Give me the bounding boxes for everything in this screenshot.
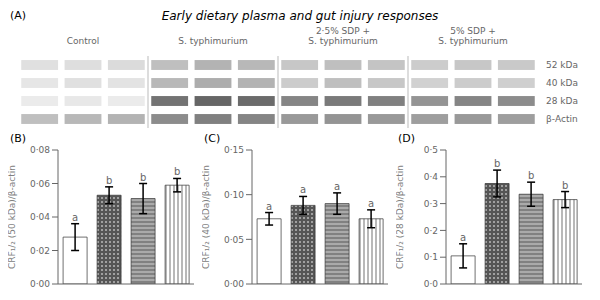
svg-text:b: b (140, 172, 146, 183)
svg-text:0·00: 0·00 (224, 279, 244, 289)
svg-text:0·5: 0·5 (424, 145, 438, 155)
svg-text:0·05: 0·05 (224, 235, 244, 245)
svg-text:Control: Control (67, 36, 100, 46)
svg-text:β-Actin: β-Actin (546, 114, 578, 124)
svg-text:28 kDa: 28 kDa (546, 96, 578, 106)
svg-text:40 kDa: 40 kDa (546, 78, 578, 88)
svg-text:5% SDP +S. typhimurium: 5% SDP +S. typhimurium (438, 26, 507, 46)
svg-text:0·0: 0·0 (424, 279, 439, 289)
svg-text:0·4: 0·4 (424, 172, 439, 182)
svg-text:0·02: 0·02 (30, 246, 50, 256)
html-text:Early dietary plasma and gut i: Early dietary plasma and gut injury resp… (161, 9, 439, 23)
html-text:(C): (C) (204, 132, 221, 145)
svg-text:CRF₁/₂ (50 kDa)/β-actin: CRF₁/₂ (50 kDa)/β-actin (8, 165, 17, 269)
svg-text:0·10: 0·10 (224, 190, 244, 200)
svg-text:52 kDa: 52 kDa (546, 60, 578, 70)
svg-text:a: a (72, 212, 78, 223)
svg-text:a: a (266, 201, 272, 212)
svg-text:0·04: 0·04 (30, 212, 50, 222)
svg-text:0·2: 0·2 (424, 226, 438, 236)
svg-text:a: a (460, 232, 466, 243)
svg-text:0·3: 0·3 (424, 199, 438, 209)
svg-text:0·1: 0·1 (424, 252, 438, 262)
html-text:(D): (D) (398, 132, 416, 145)
svg-text:CRF₁/₂ (40 kDa)/β-actin: CRF₁/₂ (40 kDa)/β-actin (202, 165, 211, 269)
svg-text:b: b (106, 175, 112, 186)
svg-text:b: b (494, 158, 500, 169)
svg-text:2·5% SDP +S. typhimurium: 2·5% SDP +S. typhimurium (308, 26, 377, 46)
svg-text:a: a (334, 181, 340, 192)
svg-text:CRF₁/₂ (28 kDa)/β-actin: CRF₁/₂ (28 kDa)/β-actin (396, 165, 405, 269)
svg-text:0·15: 0·15 (224, 145, 244, 155)
svg-text:b: b (528, 170, 534, 181)
html-text:(B): (B) (10, 132, 27, 145)
svg-text:a: a (300, 184, 306, 195)
svg-text:0·06: 0·06 (30, 179, 50, 189)
svg-text:b: b (174, 166, 180, 177)
svg-text:0·08: 0·08 (30, 145, 50, 155)
svg-text:a: a (368, 198, 374, 209)
html-text:(A): (A) (10, 9, 27, 22)
svg-text:0·00: 0·00 (30, 279, 50, 289)
svg-text:S. typhimurium: S. typhimurium (178, 36, 247, 46)
svg-text:b: b (562, 180, 568, 191)
